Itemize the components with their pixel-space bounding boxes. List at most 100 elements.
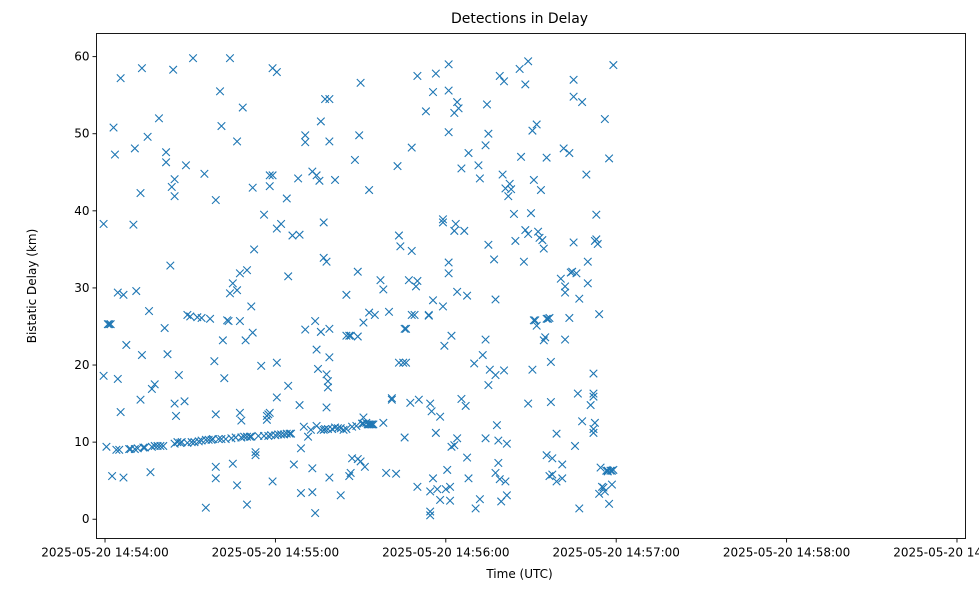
data-point <box>570 441 580 451</box>
data-point <box>320 424 330 434</box>
x-tick-label: 2025-05-20 14:57:00 <box>552 546 679 560</box>
data-point <box>528 126 537 135</box>
data-point <box>523 399 533 408</box>
data-point <box>565 148 574 158</box>
data-point <box>245 432 255 441</box>
data-point <box>112 445 121 455</box>
data-point <box>572 269 581 278</box>
data-point <box>161 148 171 157</box>
data-point <box>573 389 583 398</box>
data-point <box>491 295 500 304</box>
data-point <box>109 123 118 132</box>
data-point <box>586 400 595 410</box>
data-point <box>457 164 466 173</box>
data-point <box>220 373 229 383</box>
data-point <box>360 462 370 471</box>
data-point <box>211 462 220 471</box>
data-point <box>296 444 306 453</box>
data-point <box>376 276 385 285</box>
data-point <box>210 356 219 366</box>
data-point <box>259 431 269 441</box>
data-point <box>171 411 181 421</box>
data-point <box>215 87 225 96</box>
data-point <box>404 276 414 285</box>
data-point <box>460 226 469 236</box>
data-point <box>225 289 235 298</box>
data-point <box>504 191 513 201</box>
data-point <box>354 131 364 140</box>
data-point <box>484 240 493 249</box>
data-point <box>268 477 277 486</box>
data-point <box>276 219 286 229</box>
data-point <box>248 328 257 337</box>
data-point <box>126 444 135 454</box>
data-point <box>369 420 378 429</box>
data-point <box>499 77 509 86</box>
data-point <box>129 220 138 229</box>
data-point <box>452 287 462 296</box>
data-point <box>379 418 388 428</box>
data-point <box>594 489 604 498</box>
data-point <box>110 150 120 159</box>
data-point <box>248 183 257 192</box>
data-point <box>161 158 171 167</box>
data-point <box>257 361 266 370</box>
data-point <box>447 442 456 451</box>
data-point <box>519 257 529 266</box>
data-point <box>146 468 155 477</box>
data-point <box>575 294 584 303</box>
data-point <box>592 235 601 244</box>
data-point <box>106 319 115 329</box>
data-point <box>322 370 331 379</box>
data-point <box>167 182 176 192</box>
data-point <box>159 441 168 451</box>
data-point <box>491 370 500 380</box>
data-point <box>379 285 388 294</box>
data-point <box>470 359 479 368</box>
data-point <box>600 114 610 124</box>
data-point <box>607 480 617 489</box>
data-point <box>428 87 438 97</box>
data-point <box>296 488 306 498</box>
data-point <box>330 175 340 185</box>
data-point <box>438 302 448 311</box>
data-point <box>370 310 379 320</box>
data-point <box>99 219 108 229</box>
data-point <box>308 488 317 497</box>
data-point <box>325 473 334 482</box>
data-point <box>122 340 131 350</box>
data-point <box>310 316 320 326</box>
data-point <box>582 170 591 179</box>
data-point <box>183 310 192 320</box>
data-point <box>539 336 548 345</box>
data-point <box>323 377 333 386</box>
data-point <box>393 161 402 171</box>
data-point <box>143 132 152 142</box>
data-point <box>140 443 149 452</box>
data-point <box>364 420 374 429</box>
data-point <box>413 276 422 286</box>
data-points <box>99 53 618 520</box>
data-point <box>346 331 355 340</box>
data-point <box>545 471 554 481</box>
data-point <box>509 209 519 219</box>
data-point <box>481 141 490 150</box>
data-point <box>312 345 321 354</box>
data-point <box>323 424 333 434</box>
data-point <box>536 185 546 195</box>
data-point <box>282 194 291 203</box>
data-point <box>316 117 326 126</box>
data-point <box>450 226 459 236</box>
data-point <box>569 238 578 247</box>
data-point <box>259 210 269 219</box>
data-point <box>424 311 433 320</box>
data-point <box>301 325 310 334</box>
data-point <box>445 482 455 492</box>
data-point <box>235 269 245 278</box>
data-point <box>428 474 438 483</box>
data-point <box>592 210 601 219</box>
data-point <box>539 244 548 253</box>
data-point <box>464 148 473 158</box>
data-point <box>325 324 334 333</box>
data-point <box>384 307 394 317</box>
